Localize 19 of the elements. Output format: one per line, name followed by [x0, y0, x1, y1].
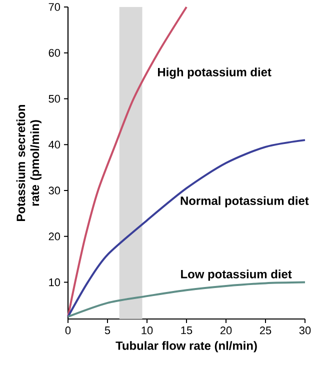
x-tick-label: 20	[220, 326, 232, 334]
series-label: Low potassium diet	[181, 270, 292, 281]
x-tick-label: 30	[299, 326, 311, 334]
series-label: High potassium diet	[158, 68, 272, 79]
y-tick-label: 10	[49, 278, 60, 286]
x-tick-label: 10	[142, 326, 153, 334]
series-label: Normal potassium diet	[180, 196, 309, 208]
x-tick-label: 25	[260, 326, 272, 334]
y-tick-label: 60	[48, 49, 60, 57]
y-tick-label: 40	[48, 140, 60, 149]
x-tick-label: 15	[181, 326, 192, 334]
x-tick-label: 5	[104, 326, 110, 334]
y-axis-title: Potassium secretion rate (pmol/min)	[16, 104, 42, 221]
y-tick-label: 70	[48, 3, 60, 11]
y-tick-label: 50	[48, 94, 60, 103]
y-tick-label: 20	[48, 232, 60, 240]
x-axis-title: Tubular flow rate (nl/min)	[116, 341, 257, 352]
x-tick-label: 0	[65, 326, 71, 334]
y-tick-label: 30	[48, 186, 60, 194]
